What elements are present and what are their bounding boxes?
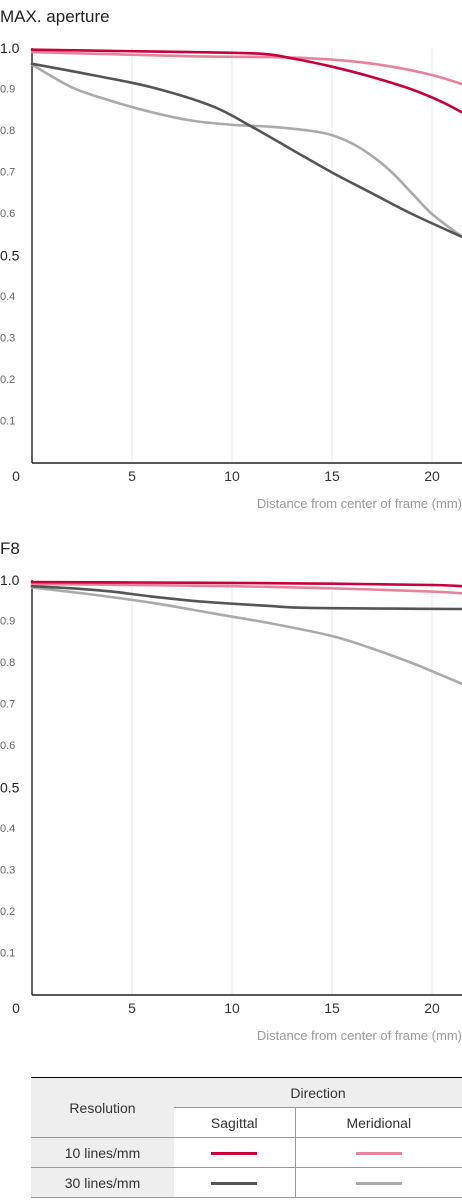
max-aperture-y-tick-label: 0.9 xyxy=(0,84,15,96)
f8-y-tick-label: 0.7 xyxy=(0,699,15,711)
max-aperture-x-tick-label: 0 xyxy=(12,468,20,484)
f8-x-tick-label: 20 xyxy=(424,1000,440,1016)
f8-y-tick-label: 0.5 xyxy=(0,780,20,796)
legend-swatch-30-sagittal xyxy=(211,1182,258,1186)
max-aperture-series-line-2 xyxy=(30,62,462,239)
direction-header: Direction xyxy=(174,1077,462,1108)
max-aperture-series-line-1 xyxy=(30,50,462,86)
max-aperture-y-tick-label: 0.4 xyxy=(0,291,15,303)
f8-x-tick-label: 10 xyxy=(224,1000,240,1016)
max-aperture-y-tick-label: 0.1 xyxy=(0,416,15,428)
f8-y-tick-label: 0.8 xyxy=(0,657,15,669)
max-aperture-x-tick-label: 10 xyxy=(224,468,240,484)
max-aperture-x-tick-label: 15 xyxy=(324,468,340,484)
max-aperture-series-line-3 xyxy=(30,63,462,239)
max-aperture-series-line-0 xyxy=(30,48,462,114)
f8-x-tick-label: 15 xyxy=(324,1000,340,1016)
legend-swatch-10-sagittal xyxy=(211,1152,258,1156)
legend-row: 10 lines/mm xyxy=(31,1137,462,1168)
f8-series-line-2 xyxy=(30,584,462,611)
f8-y-tick-label: 0.4 xyxy=(0,823,15,835)
sagittal-header: Sagittal xyxy=(174,1107,296,1138)
f8-y-tick-label: 0.9 xyxy=(0,616,15,628)
max-aperture-x-tick-label: 20 xyxy=(424,468,440,484)
f8-y-tick-label: 0.1 xyxy=(0,948,15,960)
legend-table: Resolution Direction Sagittal Meridional… xyxy=(31,1077,462,1198)
f8-series-line-0 xyxy=(30,580,462,588)
legend-swatch-10-meridional xyxy=(355,1152,402,1156)
meridional-header: Meridional xyxy=(295,1107,462,1138)
f8-y-tick-label: 1.0 xyxy=(0,572,20,588)
f8-x-axis-label: Distance from center of frame (mm) xyxy=(257,1028,462,1043)
max-aperture-y-tick-label: 0.8 xyxy=(0,125,15,137)
max-aperture-y-tick-label: 1.0 xyxy=(0,40,20,56)
f8-series-line-3 xyxy=(30,586,462,686)
f8-title: F8 xyxy=(0,539,20,558)
mtf-chart-max-aperture: MAX. aperture 0.1 0.2 0.3 0.4 0.5 0.6 0.7 0.8 0.9… xyxy=(0,7,462,511)
f8-y-tick-label: 0.3 xyxy=(0,865,15,877)
f8-y-tick-label: 0.6 xyxy=(0,740,15,752)
legend-swatch-30-meridional xyxy=(355,1182,402,1186)
resolution-header: Resolution xyxy=(31,1077,174,1138)
max-aperture-y-tick-label: 0.2 xyxy=(0,374,15,386)
max-aperture-y-tick-label: 0.3 xyxy=(0,333,15,345)
max-aperture-y-tick-label: 0.5 xyxy=(0,248,20,264)
f8-x-tick-label: 0 xyxy=(12,1000,20,1016)
f8-series-line-1 xyxy=(30,582,462,595)
legend-row-label: 10 lines/mm xyxy=(31,1137,174,1168)
legend-row: 30 lines/mm xyxy=(31,1167,462,1198)
mtf-chart-f8: F8 0.1 0.2 0.3 0.4 0.5 0.6 0.7 0.8 0.9 1.0 0 5 10 15 20… xyxy=(0,539,462,1043)
f8-x-tick-label: 5 xyxy=(128,1000,136,1016)
max-aperture-x-axis-label: Distance from center of frame (mm) xyxy=(257,496,462,511)
max-aperture-x-tick-label: 5 xyxy=(128,468,136,484)
max-aperture-y-tick-label: 0.7 xyxy=(0,167,15,179)
legend-row-label: 30 lines/mm xyxy=(31,1167,174,1198)
max-aperture-title: MAX. aperture xyxy=(0,7,110,26)
max-aperture-y-tick-label: 0.6 xyxy=(0,208,15,220)
f8-y-tick-label: 0.2 xyxy=(0,906,15,918)
